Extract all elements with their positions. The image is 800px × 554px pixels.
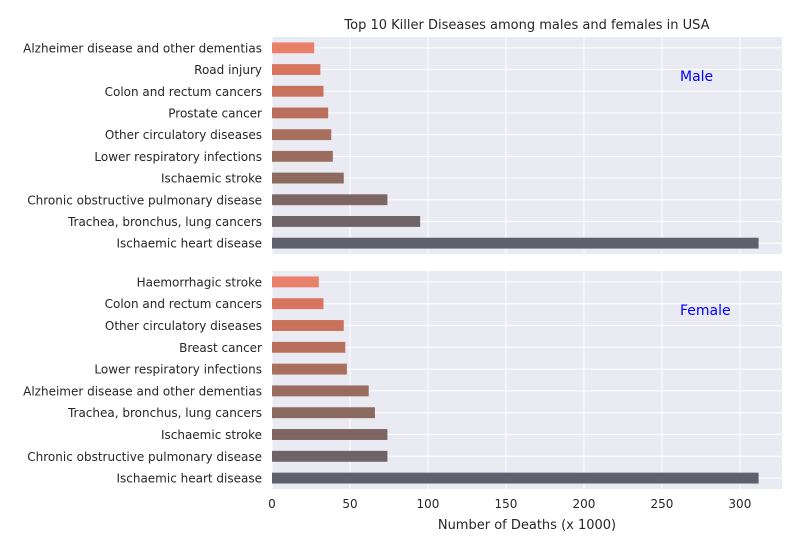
male-bar [272, 107, 329, 119]
x-axis-label: Number of Deaths (x 1000) [438, 518, 616, 533]
female-bar [272, 276, 319, 288]
panels: Ischaemic heart disease Trachea, bronchus… [23, 37, 782, 511]
x-tick-label: 50 [342, 497, 357, 511]
female-category-label: Breast cancer [179, 341, 262, 355]
male-bar [272, 64, 321, 75]
female-bar [272, 407, 375, 419]
x-tick-label: 200 [572, 497, 595, 511]
female-category-label: Lower respiratory infections [94, 363, 262, 377]
female-bar [272, 298, 324, 310]
x-tick-label: 250 [650, 497, 673, 511]
male-bar [272, 216, 421, 227]
female-bar [272, 429, 388, 440]
female-category-label: Chronic obstructive pulmonary disease [27, 450, 262, 464]
female-bar [272, 341, 346, 353]
chart-title: Top 10 Killer Diseases among males and f… [343, 18, 709, 33]
male-bar [272, 237, 759, 249]
male-category-label: Lower respiratory infections [94, 150, 262, 164]
x-tick-label: 150 [494, 497, 517, 511]
male-bar [272, 150, 333, 162]
female-bar [272, 450, 388, 462]
male-bar [272, 129, 332, 141]
male-category-label: Chronic obstructive pulmonary disease [27, 193, 262, 207]
female-bar [272, 385, 369, 397]
male-category-label: Road injury [194, 63, 262, 77]
x-tick-label: 0 [268, 497, 276, 511]
female-category-label: Alzheimer disease and other dementias [23, 384, 262, 398]
male-category-label: Ischaemic heart disease [116, 237, 262, 251]
male-bar [272, 194, 388, 206]
male-category-label: Ischaemic stroke [161, 172, 262, 186]
male-bar [272, 172, 344, 184]
female-bar [272, 363, 347, 375]
female-bar [272, 320, 344, 331]
female-category-label: Ischaemic heart disease [116, 472, 262, 486]
female-category-label: Ischaemic stroke [161, 428, 262, 442]
x-tick-label: 100 [417, 497, 440, 511]
female-panel-label: Female [680, 303, 731, 319]
male-category-label: Colon and rectum cancers [105, 85, 262, 99]
female-category-label: Haemorrhagic stroke [137, 275, 262, 289]
female-category-label: Trachea, bronchus, lung cancers [67, 406, 262, 420]
female-bar [272, 472, 759, 484]
male-category-label: Trachea, bronchus, lung cancers [67, 215, 262, 229]
male-panel-label: Male [680, 69, 713, 85]
female-category-label: Colon and rectum cancers [105, 297, 262, 311]
female-category-label: Other circulatory diseases [105, 319, 262, 333]
male-category-label: Alzheimer disease and other dementias [23, 41, 262, 55]
male-category-label: Prostate cancer [168, 106, 262, 120]
male-bar [272, 42, 315, 54]
male-bar [272, 85, 324, 97]
male-category-label: Other circulatory diseases [105, 128, 262, 142]
x-tick-label: 300 [728, 497, 751, 511]
